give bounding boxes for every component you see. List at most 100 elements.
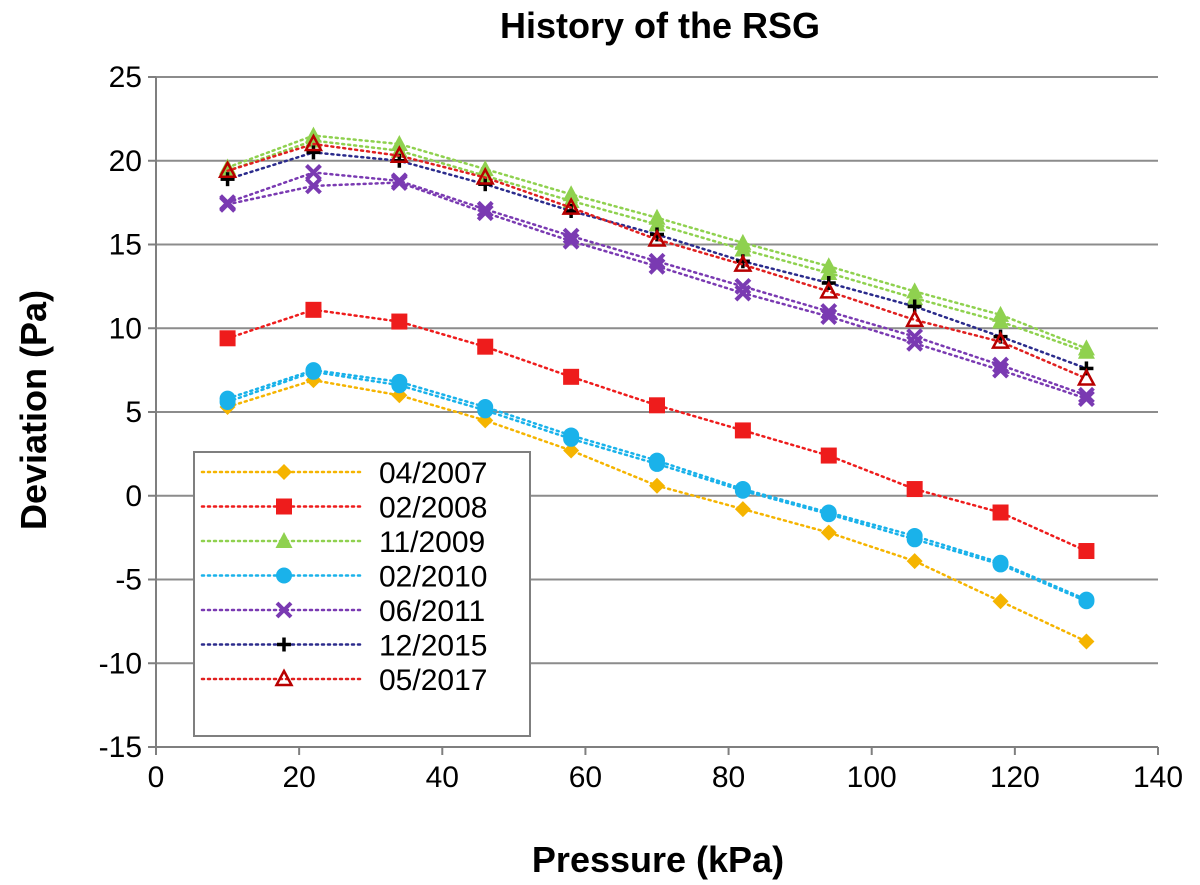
x-stroke (305, 164, 322, 181)
data-point (992, 356, 1009, 374)
x-stroke (1078, 386, 1095, 404)
x-stroke (219, 195, 236, 213)
legend-marker (276, 498, 292, 515)
x-stroke (275, 601, 293, 619)
legend-marker (277, 637, 291, 652)
data-point (389, 145, 409, 163)
x-stroke (734, 284, 752, 302)
x-tick-label: 60 (569, 761, 602, 794)
data-point (648, 252, 666, 270)
data-point (561, 197, 581, 215)
data-point (306, 145, 321, 160)
data-point (649, 477, 665, 494)
legend-marker (275, 601, 293, 619)
data-point (906, 553, 923, 570)
series-line (226, 171, 1088, 397)
x-stroke (906, 334, 924, 352)
data-point (1076, 367, 1097, 386)
x-stroke (648, 257, 666, 275)
data-point (734, 422, 751, 439)
data-point (563, 430, 580, 447)
legend: 04/200702/200811/200902/201006/201112/20… (193, 451, 531, 737)
data-point (734, 284, 752, 302)
data-point (477, 402, 494, 419)
data-point (820, 303, 838, 320)
legend-item: 11/2009 (200, 526, 485, 559)
data-point (1078, 390, 1095, 408)
legend-item: 02/2010 (200, 561, 487, 594)
data-point (733, 253, 753, 272)
x-tick-label: 100 (847, 761, 897, 794)
x-stroke (562, 232, 580, 250)
data-point (820, 524, 837, 541)
x-axis-title: Pressure (kPa) (532, 839, 784, 880)
axes: -15 -10 -5 0 5 10 15 20 25 0 20 40 60 80 100 120 140 (99, 61, 1183, 794)
series-11-2009 (219, 126, 1095, 359)
data-point (819, 280, 839, 299)
data-point (303, 133, 324, 152)
series-02-2010 (219, 362, 1095, 610)
data-point (1078, 633, 1095, 650)
x-stroke (476, 200, 494, 218)
data-point (820, 506, 837, 523)
y-tick-label: -10 (99, 647, 142, 680)
data-point (992, 593, 1009, 610)
y-tick-label: 20 (109, 145, 142, 178)
data-point (992, 504, 1009, 521)
series-line (226, 308, 1088, 553)
legend-label: 12/2015 (379, 630, 487, 663)
x-stroke (390, 174, 408, 191)
series-02-2008 (219, 301, 1095, 560)
legend-item: 05/2017 (200, 664, 487, 697)
legend-label: 02/2010 (379, 561, 487, 594)
x-stroke (562, 227, 580, 245)
x-stroke (820, 303, 838, 320)
data-point (305, 301, 322, 318)
data-point (391, 377, 408, 394)
data-point (1078, 593, 1095, 610)
y-tick-label: 15 (109, 229, 142, 262)
legend-marker (276, 567, 292, 584)
data-point (648, 257, 666, 275)
y-tick-label: 0 (125, 480, 142, 513)
x-stroke (476, 204, 494, 222)
data-point (906, 481, 923, 498)
data-point (562, 227, 580, 245)
x-tick-label: 0 (148, 761, 165, 794)
x-stroke (305, 177, 322, 195)
data-point (649, 455, 665, 472)
data-point (476, 200, 494, 218)
y-tick-label: 5 (125, 396, 142, 429)
data-point (390, 174, 408, 191)
legend-item: 02/2008 (200, 492, 487, 525)
data-point (647, 228, 667, 247)
legend-item: 12/2015 (200, 630, 487, 663)
legend-marker (274, 668, 294, 687)
data-point (734, 240, 752, 257)
chart-title: History of the RSG (500, 5, 820, 46)
data-point (906, 289, 924, 306)
y-tick-label: 25 (109, 61, 142, 94)
series-layer (217, 126, 1097, 650)
data-point (1078, 386, 1095, 404)
legend-item: 04/2007 (200, 457, 487, 490)
data-point (220, 172, 235, 187)
x-stroke (648, 252, 666, 270)
legend-label: 06/2011 (379, 595, 485, 628)
data-point (1078, 543, 1095, 560)
legend-item: 06/2011 (200, 595, 485, 628)
data-point (219, 330, 236, 347)
data-point (305, 164, 322, 181)
y-tick-label: -5 (115, 564, 142, 597)
data-point (563, 442, 580, 459)
data-point (992, 361, 1009, 379)
y-tick-label: 10 (109, 312, 142, 345)
x-tick-label: 140 (1133, 761, 1183, 794)
data-point (734, 482, 751, 499)
data-point (648, 215, 666, 232)
data-point (992, 312, 1010, 329)
x-stroke (992, 356, 1009, 374)
data-point (992, 556, 1009, 573)
legend-label: 04/2007 (379, 457, 487, 490)
data-point (477, 338, 494, 355)
